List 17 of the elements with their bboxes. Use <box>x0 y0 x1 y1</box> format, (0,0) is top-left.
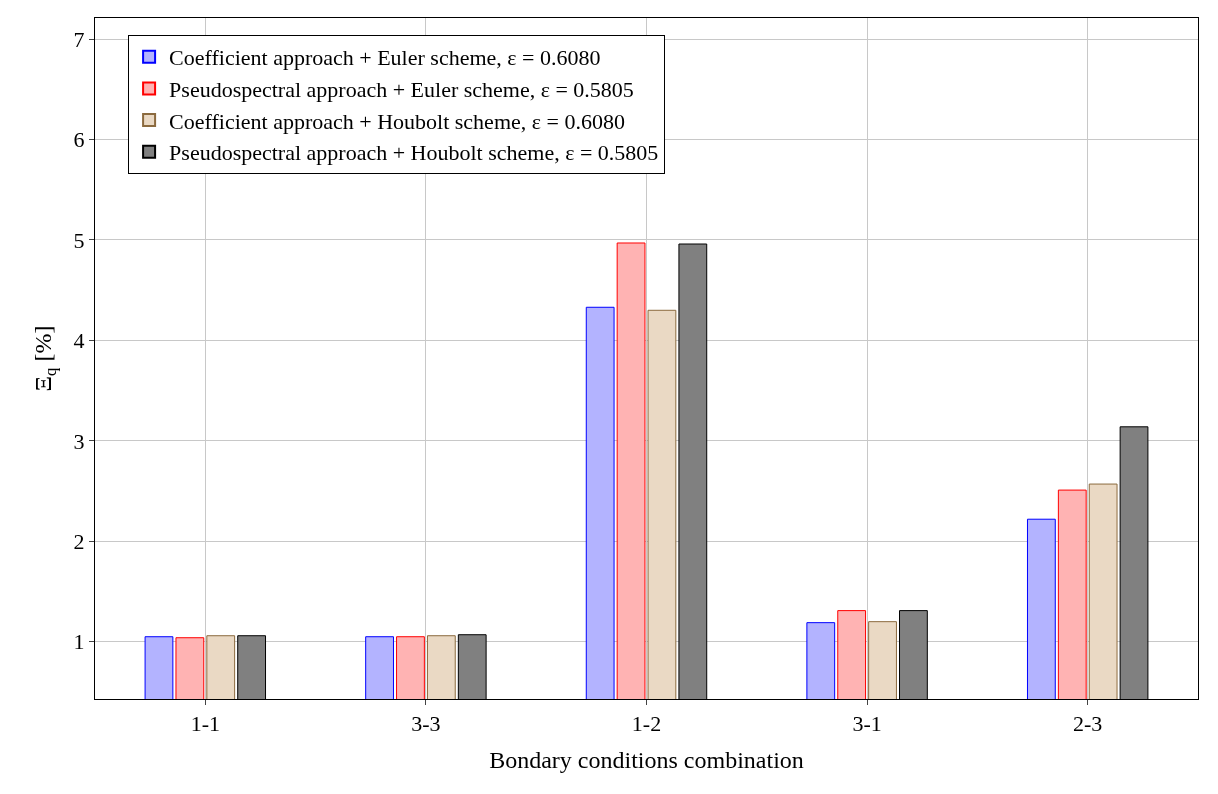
x-tick-label: 3-3 <box>411 711 441 737</box>
y-tick-label: 5 <box>73 227 85 253</box>
y-tick-label: 3 <box>73 428 85 454</box>
y-tick-label: 4 <box>73 328 85 354</box>
x-tick-label: 1-1 <box>190 711 220 737</box>
legend-label: Coefficient approach + Euler scheme, ε = 0.6080 <box>169 45 601 71</box>
y-tick-label: 1 <box>73 629 85 655</box>
x-tick-label: 3-1 <box>852 711 882 737</box>
x-tick-label: 1-2 <box>631 711 662 737</box>
x-tick-label: 2-3 <box>1073 711 1103 737</box>
y-tick-label: 6 <box>73 127 85 153</box>
y-tick-label: 7 <box>73 26 85 52</box>
legend-label: Pseudospectral approach + Euler scheme, ε = 0.5805 <box>169 77 634 103</box>
legend-label: Coefficient approach + Houbolt scheme, ε = 0.6080 <box>169 108 625 134</box>
x-axis-title: Bondary conditions combination <box>489 746 804 773</box>
y-tick-label: 2 <box>73 529 85 555</box>
legend-label: Pseudospectral approach + Houbolt scheme, ε = 0.5805 <box>169 140 659 166</box>
